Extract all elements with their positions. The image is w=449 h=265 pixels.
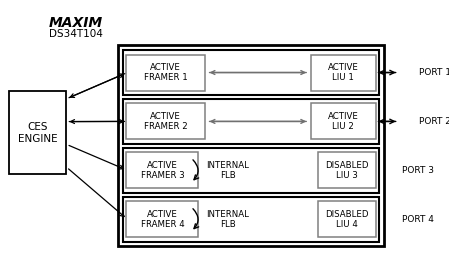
Bar xyxy=(123,197,379,242)
Bar xyxy=(318,201,375,237)
Text: ACTIVE
FRAMER 3: ACTIVE FRAMER 3 xyxy=(141,161,184,180)
Text: ACTIVE
LIU 1: ACTIVE LIU 1 xyxy=(328,63,359,82)
Text: ACTIVE
FRAMER 2: ACTIVE FRAMER 2 xyxy=(144,112,188,131)
Text: PORT 1: PORT 1 xyxy=(419,68,449,77)
Bar xyxy=(123,148,379,193)
Bar xyxy=(9,91,66,174)
Text: ACTIVE
LIU 2: ACTIVE LIU 2 xyxy=(328,112,359,131)
Text: CES
ENGINE: CES ENGINE xyxy=(18,122,57,144)
Bar xyxy=(123,50,379,95)
Text: INTERNAL
FLB: INTERNAL FLB xyxy=(207,210,249,229)
Text: ACTIVE
FRAMER 4: ACTIVE FRAMER 4 xyxy=(141,210,184,229)
Bar xyxy=(311,103,375,139)
Text: ACTIVE
FRAMER 1: ACTIVE FRAMER 1 xyxy=(144,63,188,82)
Text: DISABLED
LIU 4: DISABLED LIU 4 xyxy=(325,210,369,229)
Text: MAXIM: MAXIM xyxy=(48,16,103,30)
Text: DS34T104: DS34T104 xyxy=(49,29,102,39)
Bar xyxy=(127,201,198,237)
Bar xyxy=(127,55,205,91)
Text: PORT 2: PORT 2 xyxy=(419,117,449,126)
Bar xyxy=(127,152,198,188)
Text: DISABLED
LIU 3: DISABLED LIU 3 xyxy=(325,161,369,180)
Bar xyxy=(311,55,375,91)
Text: INTERNAL
FLB: INTERNAL FLB xyxy=(207,161,249,180)
Bar xyxy=(127,103,205,139)
Text: PORT 4: PORT 4 xyxy=(402,215,434,224)
Bar xyxy=(118,45,384,246)
Text: PORT 3: PORT 3 xyxy=(402,166,434,175)
Bar xyxy=(123,99,379,144)
Bar xyxy=(318,152,375,188)
